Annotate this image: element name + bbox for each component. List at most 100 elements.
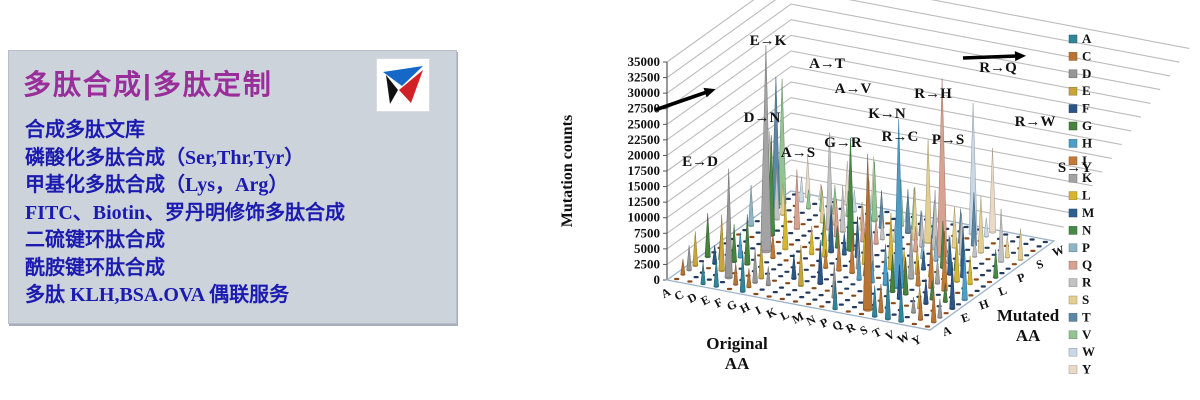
legend-swatch	[1068, 347, 1078, 357]
legend-label: F	[1082, 101, 1090, 116]
svg-text:L: L	[996, 283, 1008, 299]
mutation-annotation: G→R	[824, 135, 862, 151]
svg-text:35000: 35000	[628, 54, 661, 69]
svg-text:N: N	[804, 312, 819, 329]
svg-text:10000: 10000	[628, 210, 661, 225]
z-axis-title: Mutated	[997, 306, 1060, 325]
svg-text:I: I	[753, 303, 764, 318]
legend-swatch	[1068, 139, 1078, 148]
legend-label: N	[1082, 222, 1092, 237]
legend-label: W	[1082, 344, 1095, 359]
y-axis-title: Mutation counts	[559, 115, 576, 227]
mutation-3d-chart: 0250050007500100001250015000175002000022…	[559, 0, 1190, 377]
svg-text:S: S	[1034, 256, 1045, 272]
legend-label: R	[1082, 275, 1092, 290]
legend-label: S	[1082, 292, 1089, 307]
svg-text:P: P	[1015, 270, 1027, 286]
trend-arrow-right-head	[1014, 51, 1026, 62]
legend-label: V	[1082, 327, 1092, 342]
legend-swatch	[1068, 34, 1078, 44]
svg-text:G: G	[724, 297, 739, 314]
mutation-annotation: A→T	[809, 56, 845, 72]
mutation-annotation: R→W	[1015, 114, 1056, 130]
brand-logo-icon	[376, 58, 430, 112]
legend-label: H	[1082, 135, 1092, 150]
svg-text:0: 0	[654, 272, 661, 287]
legend-label: K	[1082, 170, 1093, 185]
legend-swatch	[1068, 191, 1078, 200]
legend-swatch	[1068, 173, 1078, 183]
legend-label: E	[1082, 83, 1091, 98]
mutation-annotation: R→C	[882, 129, 919, 145]
service-item: 多肽 KLH,BSA.OVA 偶联服务	[25, 284, 290, 306]
legend-swatch	[1068, 226, 1078, 235]
legend-swatch	[1068, 330, 1078, 340]
service-item: 酰胺键环肽合成	[25, 256, 165, 279]
peptide-promo-panel[interactable]: 多肽合成|多肽定制 合成多肽文库 磷酸化多肽合成（Ser,Thr,Tyr） 甲基化多…	[8, 50, 457, 324]
mutation-annotation: R→H	[914, 86, 952, 102]
svg-text:E: E	[959, 310, 971, 326]
svg-text:7500: 7500	[634, 225, 660, 240]
legend-swatch	[1068, 156, 1078, 166]
legend-label: G	[1082, 118, 1092, 133]
svg-text:Q: Q	[830, 317, 845, 334]
legend-label: A	[1082, 31, 1092, 46]
svg-text:K: K	[764, 304, 779, 321]
legend-label: T	[1082, 309, 1091, 324]
svg-text:R: R	[843, 319, 858, 336]
svg-text:M: M	[789, 309, 806, 327]
svg-text:E: E	[698, 292, 712, 308]
svg-text:S: S	[857, 322, 870, 338]
svg-text:T: T	[870, 325, 884, 341]
legend-label: D	[1082, 66, 1091, 81]
z-axis-title: AA	[1016, 326, 1041, 345]
service-item: 磷酸化多肽合成（Ser,Thr,Tyr）	[25, 146, 305, 169]
svg-text:17500: 17500	[628, 163, 661, 178]
svg-text:12500: 12500	[628, 194, 661, 209]
mutation-annotation: D→N	[744, 110, 781, 126]
legend-swatch	[1068, 243, 1078, 253]
svg-text:27500: 27500	[628, 101, 661, 116]
svg-text:32500: 32500	[628, 70, 661, 85]
svg-text:P: P	[818, 315, 831, 331]
x-axis-title: Original	[706, 334, 768, 353]
svg-text:W: W	[895, 329, 912, 347]
svg-text:2500: 2500	[634, 256, 660, 271]
mutation-annotation: P→S	[932, 132, 965, 148]
service-item: 甲基化多肽合成（Lys，Arg）	[25, 174, 289, 196]
trend-arrow-left	[654, 90, 708, 112]
mutation-annotation: R→Q	[979, 60, 1017, 76]
svg-text:W: W	[1050, 242, 1066, 259]
service-item: 二硫键环肽合成	[25, 229, 165, 251]
trend-arrow-right	[962, 54, 1018, 60]
legend-swatch	[1068, 208, 1078, 218]
legend-label: M	[1082, 205, 1094, 220]
mutation-annotation: A→S	[781, 145, 815, 161]
svg-text:Y: Y	[909, 332, 924, 349]
svg-text:F: F	[712, 295, 725, 311]
svg-text:20000: 20000	[628, 147, 661, 162]
legend-swatch	[1068, 52, 1078, 61]
logo-blue-triangle	[383, 66, 423, 86]
svg-text:15000: 15000	[628, 179, 661, 194]
svg-text:A: A	[940, 323, 953, 339]
svg-text:A: A	[659, 284, 674, 301]
legend-swatch	[1068, 278, 1078, 287]
legend-swatch	[1068, 104, 1078, 113]
svg-text:22500: 22500	[628, 132, 661, 147]
x-axis-title: AA	[725, 354, 750, 373]
chart-generated: 0250050007500100001250015000175002000022…	[628, 0, 1190, 377]
svg-text:C: C	[672, 287, 686, 303]
legend-label: C	[1082, 48, 1091, 63]
service-item: 合成多肽文库	[25, 119, 145, 141]
mutation-annotation: E→D	[682, 154, 718, 170]
svg-text:5000: 5000	[634, 241, 660, 256]
logo-black-triangle	[386, 75, 398, 104]
mutation-annotation: K→N	[868, 106, 906, 122]
promo-service-list: 合成多肽文库磷酸化多肽合成（Ser,Thr,Tyr） 甲基化多肽合成（Lys，Ar…	[25, 117, 345, 310]
service-item: FITC、Biotin、罗丹明修饰多肽合成	[25, 201, 346, 224]
mutation-annotation: E→K	[750, 33, 787, 49]
legend-swatch	[1068, 295, 1078, 305]
trend-arrow-left-head	[703, 87, 716, 98]
